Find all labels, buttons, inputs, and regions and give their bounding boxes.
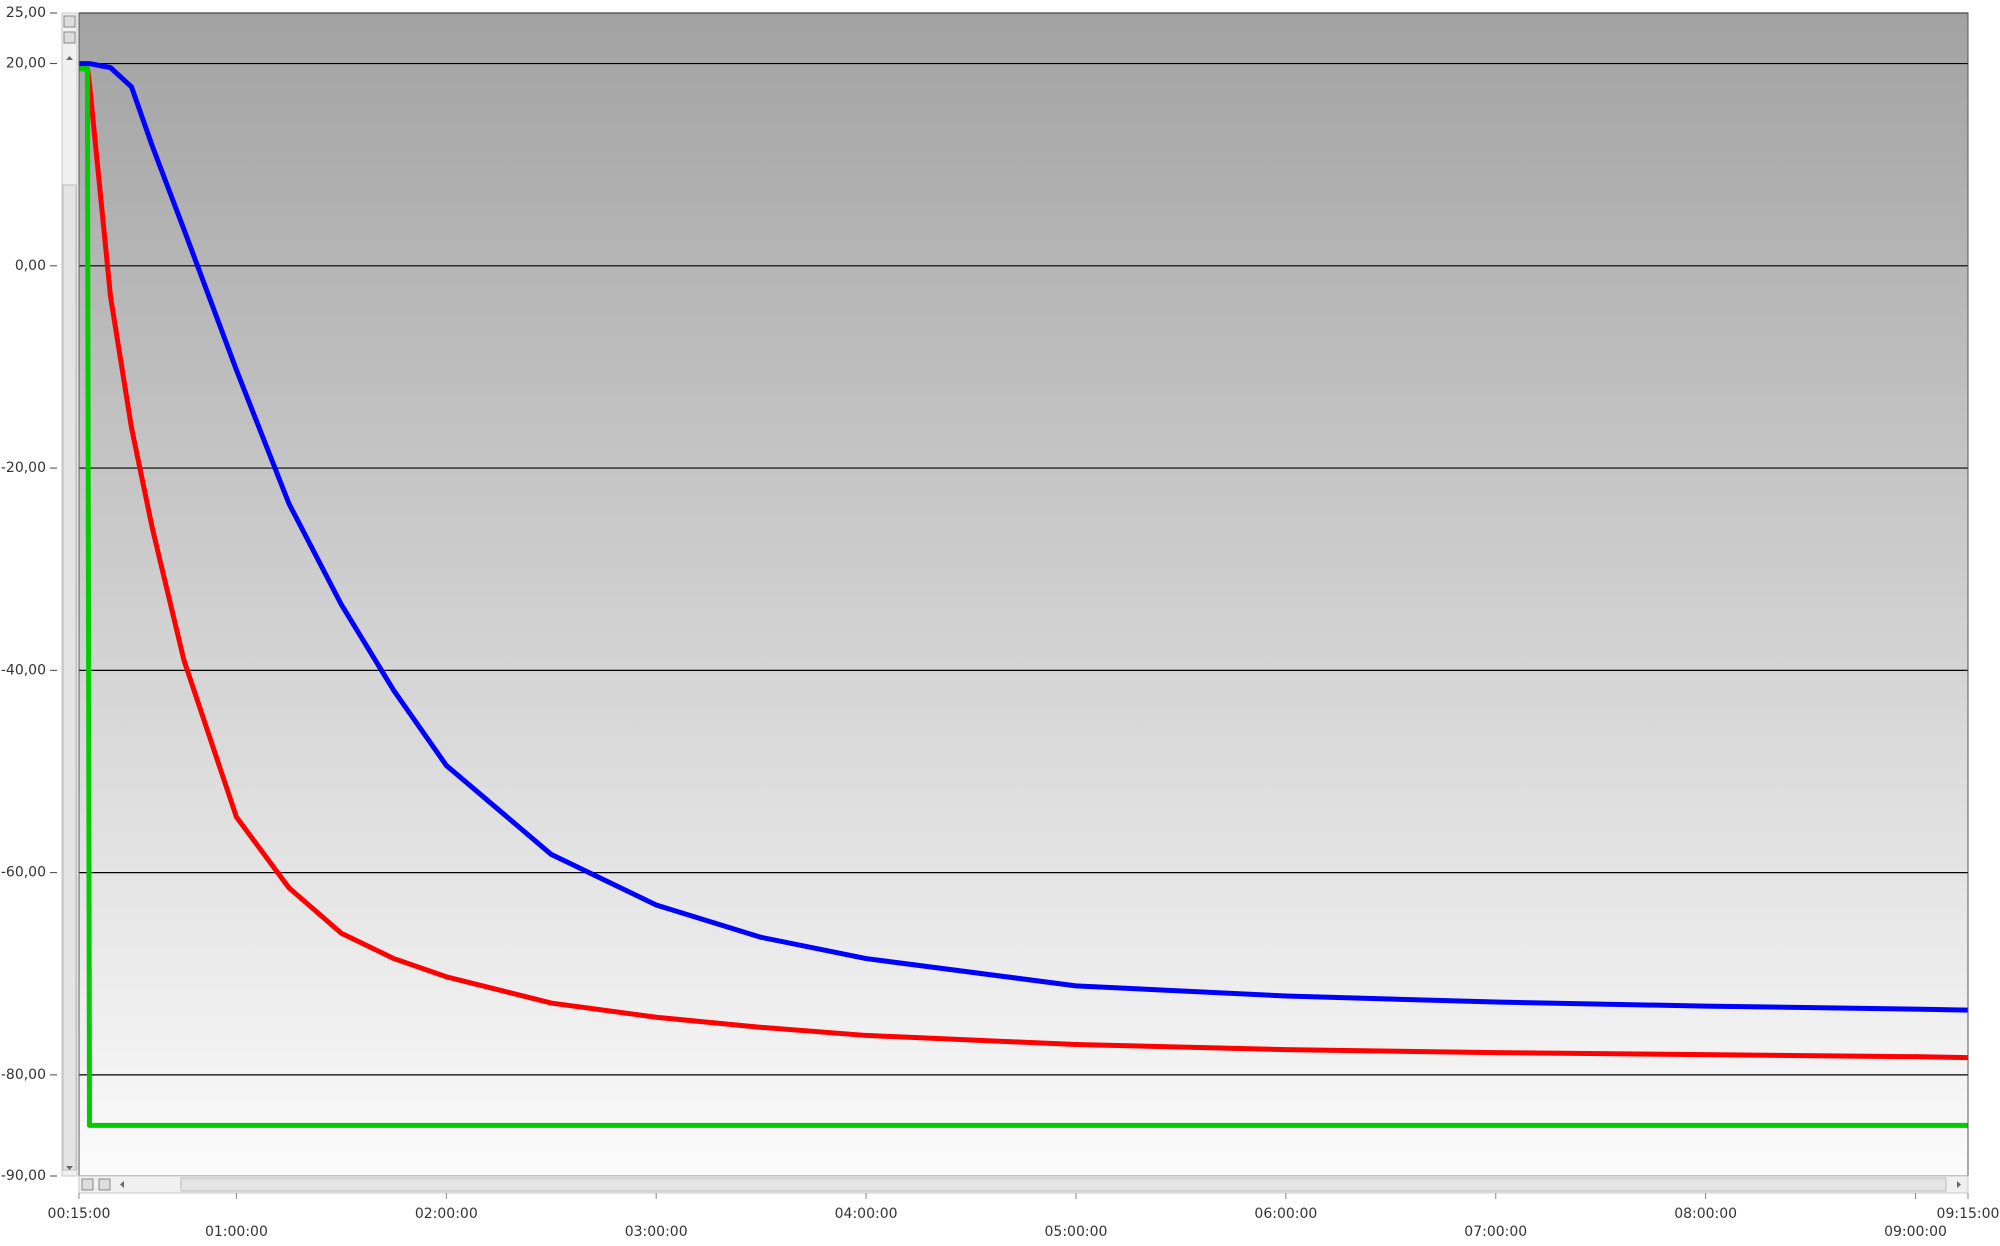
grid-layer (79, 12, 1968, 1177)
y-tick-label: 0,00 (15, 258, 46, 274)
x-tick-label: 03:00:00 (625, 1224, 688, 1240)
x-tick-label: 08:00:00 (1674, 1206, 1737, 1222)
zoom-reset-button[interactable] (81, 1178, 94, 1191)
y-tick-label: -40,00 (1, 662, 46, 678)
plot-area (79, 13, 1968, 1176)
x-tick-label: 01:00:00 (205, 1224, 268, 1240)
x-tick-label: 04:00:00 (835, 1206, 898, 1222)
x-tick-label: 05:00:00 (1045, 1224, 1108, 1240)
x-tick-label: 06:00:00 (1254, 1206, 1317, 1222)
y-tick-label: 20,00 (6, 56, 46, 72)
zoom-button[interactable] (63, 31, 76, 44)
v-scroll-thumb[interactable] (62, 184, 77, 1171)
zoom-button[interactable] (98, 1178, 111, 1191)
y-tick-label: 25,00 (6, 5, 46, 21)
series-line (79, 66, 1968, 1128)
series-line (79, 66, 1969, 1061)
scroll-right-arrow[interactable] (1957, 1181, 1961, 1188)
scroll-down-arrow[interactable] (66, 1166, 73, 1170)
scroll-up-arrow[interactable] (66, 56, 73, 60)
x-tick-label: 07:00:00 (1464, 1224, 1527, 1240)
y-tick-label: -80,00 (1, 1067, 46, 1083)
series-layer (79, 61, 1969, 1128)
y-tick-label: -20,00 (1, 460, 46, 476)
scroll-left-arrow[interactable] (120, 1181, 124, 1188)
series-line (79, 61, 1969, 1013)
h-scroll-thumb[interactable] (180, 1177, 1947, 1192)
y-tick-label: -60,00 (1, 865, 46, 881)
zoom-reset-button[interactable] (63, 15, 76, 28)
x-tick-label: 02:00:00 (415, 1206, 478, 1222)
y-tick-label: -90,00 (1, 1168, 46, 1184)
x-tick-label: 09:15:00 (1937, 1206, 2000, 1222)
x-tick-label: 00:15:00 (48, 1206, 111, 1222)
x-tick-label: 09:00:00 (1884, 1224, 1947, 1240)
